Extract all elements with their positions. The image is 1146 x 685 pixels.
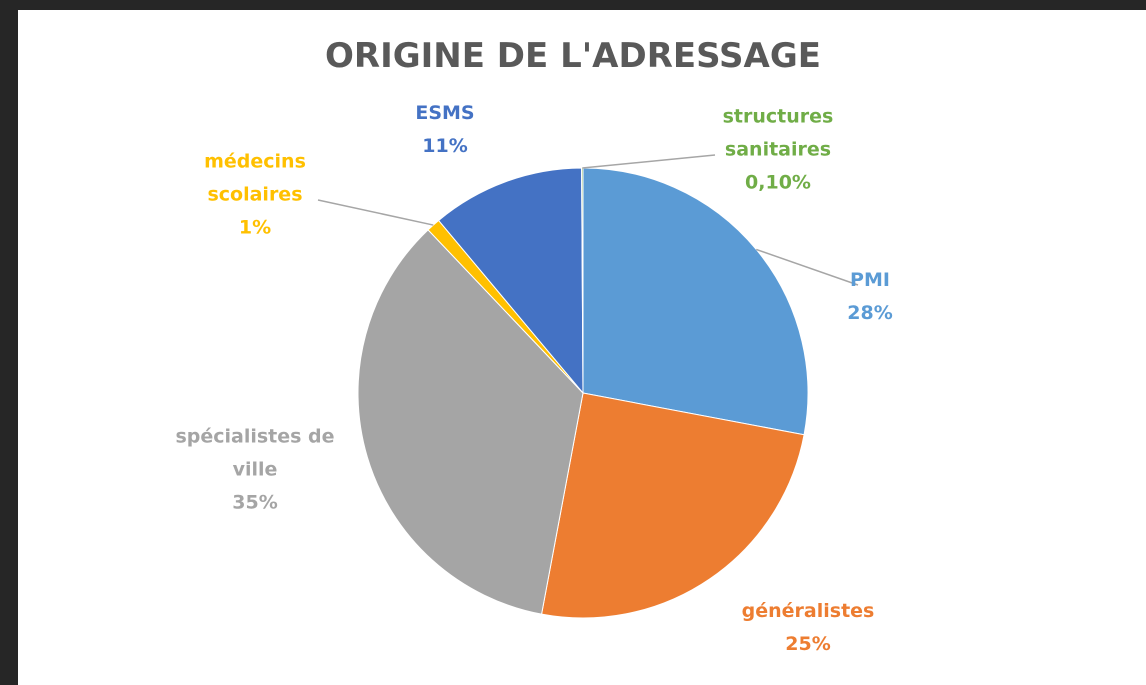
- value-label: 35%: [232, 491, 278, 514]
- pie-slice: [582, 167, 809, 436]
- category-label: structures sanitaires: [722, 105, 834, 161]
- pie-slice: [437, 167, 584, 395]
- leader-line: [317, 199, 434, 226]
- value-label: 28%: [847, 302, 893, 324]
- data-label: PMI 28%: [810, 264, 930, 330]
- value-label: 0,10%: [745, 171, 811, 194]
- category-label: spécialistes de ville: [175, 425, 335, 481]
- leader-line: [582, 154, 716, 169]
- category-label: ESMS: [415, 102, 475, 124]
- leader-line: [755, 248, 859, 286]
- category-label: PMI: [850, 269, 890, 291]
- category-label: médecins scolaires: [204, 150, 306, 206]
- data-label: généralistes 25%: [708, 595, 908, 661]
- value-label: 25%: [785, 633, 831, 655]
- pie-slice: [540, 392, 805, 619]
- pie-slice: [357, 229, 584, 615]
- data-label: structures sanitaires 0,10%: [703, 101, 853, 200]
- data-label: ESMS 11%: [395, 97, 495, 163]
- value-label: 1%: [238, 216, 272, 239]
- data-label: spécialistes de ville 35%: [150, 421, 360, 520]
- chart-title: ORIGINE DE L'ADRESSAGE: [324, 36, 821, 76]
- category-label: généralistes: [741, 600, 875, 622]
- data-label: médecins scolaires 1%: [190, 146, 320, 245]
- value-label: 11%: [422, 135, 468, 157]
